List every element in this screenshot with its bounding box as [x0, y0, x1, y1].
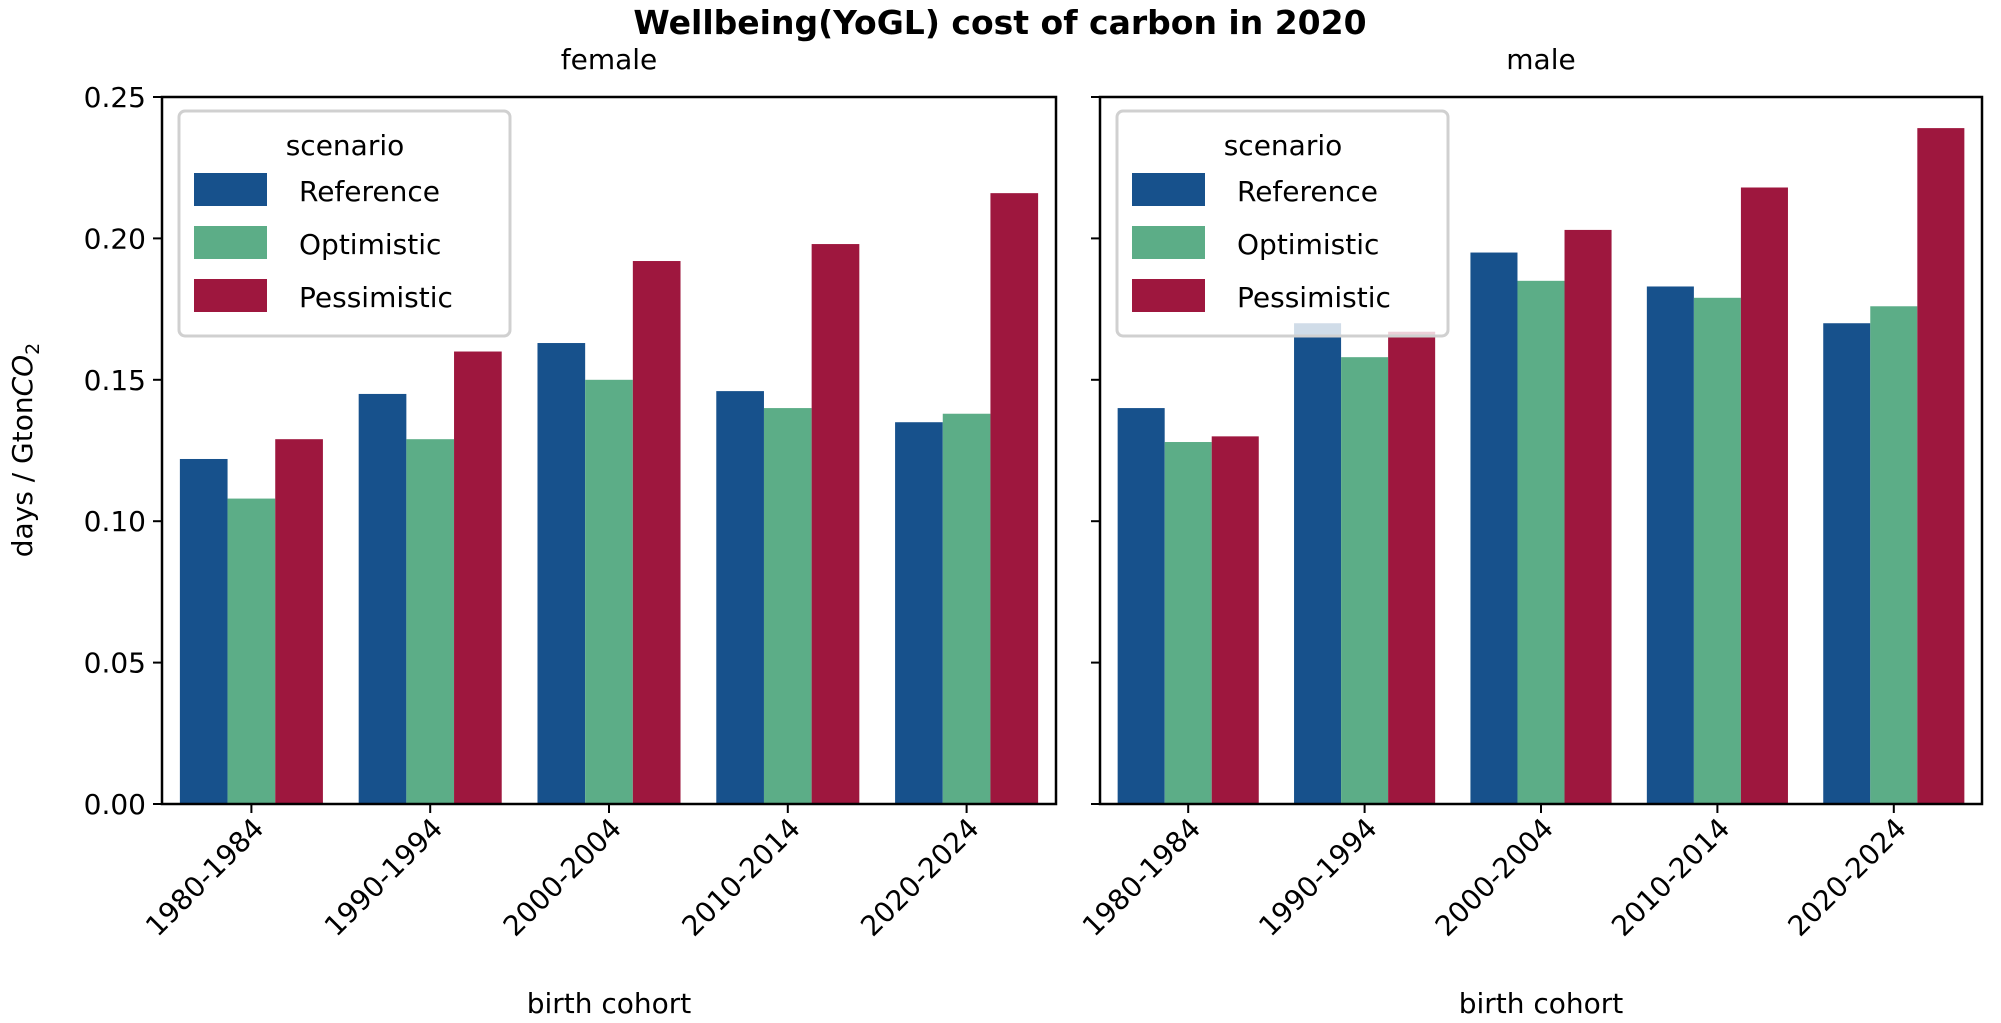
x-tick-label: 1990-1994 [318, 812, 449, 943]
bar-pessimistic-2000-2004 [1564, 229, 1612, 804]
bar-optimistic-1990-1994 [406, 439, 455, 804]
bar-reference-1980-1984 [179, 458, 228, 804]
panel-female: female 0.00 0.05 0.10 0.15 0.20 0.25 1980-1984 1… [84, 43, 1058, 1020]
legend-swatch-optimistic [194, 226, 267, 259]
panel-male: male 1980-1984 1990-1994 2000-2004 2010-2014… [1076, 43, 1984, 1020]
bar-optimistic-2020-2024 [942, 413, 991, 804]
bar-reference-2020-2024 [1823, 323, 1871, 804]
x-tick-label: 2010-2014 [675, 812, 806, 943]
legend-label-pessimistic: Pessimistic [299, 281, 453, 314]
bar-optimistic-2000-2004 [1517, 280, 1565, 804]
x-tick-label: 1980-1984 [1076, 812, 1207, 943]
bar-reference-1980-1984 [1117, 408, 1165, 804]
y-tick-label: 0.25 [84, 81, 146, 114]
bar-reference-2000-2004 [537, 343, 586, 804]
bar-pessimistic-2010-2014 [811, 244, 860, 804]
legend-label-reference: Reference [299, 175, 440, 208]
bar-optimistic-2010-2014 [1693, 297, 1741, 804]
x-tick-label: 2020-2024 [1781, 812, 1912, 943]
x-axis-label: birth cohort [527, 987, 692, 1020]
bar-pessimistic-2010-2014 [1740, 187, 1788, 805]
legend-label-optimistic: Optimistic [299, 228, 441, 261]
y-tick-label: 0.15 [84, 364, 146, 397]
legend-title: scenario [1224, 129, 1343, 162]
x-tick-label: 2010-2014 [1605, 812, 1736, 943]
bar-optimistic-1980-1984 [1164, 442, 1212, 804]
y-axis-label-prefix: days / Gton [6, 396, 39, 557]
axes-frame [1098, 95, 1984, 806]
bar-reference-2010-2014 [716, 391, 764, 804]
bar-pessimistic-2000-2004 [632, 261, 681, 804]
bar-pessimistic-2020-2024 [1917, 128, 1965, 804]
bar-pessimistic-1990-1994 [1388, 331, 1436, 804]
bar-optimistic-1990-1994 [1341, 357, 1389, 804]
y-axis-label-italic: CO [6, 355, 39, 397]
y-tick-label: 0.20 [84, 222, 146, 255]
bar-reference-2000-2004 [1470, 252, 1518, 805]
legend-swatch-pessimistic [1132, 279, 1205, 312]
legend-label-reference: Reference [1237, 175, 1378, 208]
bar-reference-2010-2014 [1646, 286, 1694, 804]
x-tick-label: 2020-2024 [854, 812, 985, 943]
legend-label-pessimistic: Pessimistic [1237, 281, 1391, 314]
bar-pessimistic-1990-1994 [454, 351, 502, 804]
y-axis-label-subscript: 2 [22, 343, 44, 355]
bar-optimistic-2010-2014 [763, 408, 812, 804]
axes-frame [160, 95, 1058, 806]
legend-swatch-reference [194, 173, 267, 206]
bar-pessimistic-2020-2024 [990, 193, 1039, 805]
x-tick-label: 2000-2004 [497, 812, 628, 943]
legend: scenario Reference Optimistic Pessimistic [1115, 109, 1450, 338]
panel-title: female [561, 43, 658, 76]
bar-optimistic-1980-1984 [227, 498, 276, 804]
y-tick-label: 0.00 [84, 788, 146, 821]
legend-title: scenario [286, 129, 405, 162]
x-axis-label: birth cohort [1459, 987, 1624, 1020]
bar-optimistic-2000-2004 [585, 379, 633, 804]
bar-optimistic-2020-2024 [1870, 306, 1918, 804]
bar-reference-1990-1994 [358, 393, 407, 804]
y-tick-label: 0.10 [84, 505, 146, 538]
legend-swatch-optimistic [1132, 226, 1205, 259]
legend-label-optimistic: Optimistic [1237, 228, 1379, 261]
x-tick-label: 1990-1994 [1252, 812, 1383, 943]
legend-swatch-pessimistic [194, 279, 267, 312]
legend: scenario Reference Optimistic Pessimistic [177, 109, 512, 338]
x-tick-label: 2000-2004 [1429, 812, 1560, 943]
x-tick-label: 1980-1984 [139, 812, 270, 943]
chart-title: Wellbeing(YoGL) cost of carbon in 2020 [633, 3, 1366, 42]
panel-title: male [1506, 43, 1575, 76]
y-axis-label: days / GtonCO2 [6, 343, 44, 558]
y-tick-label: 0.05 [84, 647, 146, 680]
bar-pessimistic-1980-1984 [1211, 436, 1259, 804]
bar-reference-1990-1994 [1294, 323, 1342, 804]
legend-swatch-reference [1132, 173, 1205, 206]
bar-reference-2020-2024 [895, 422, 943, 804]
bar-pessimistic-1980-1984 [275, 439, 323, 804]
